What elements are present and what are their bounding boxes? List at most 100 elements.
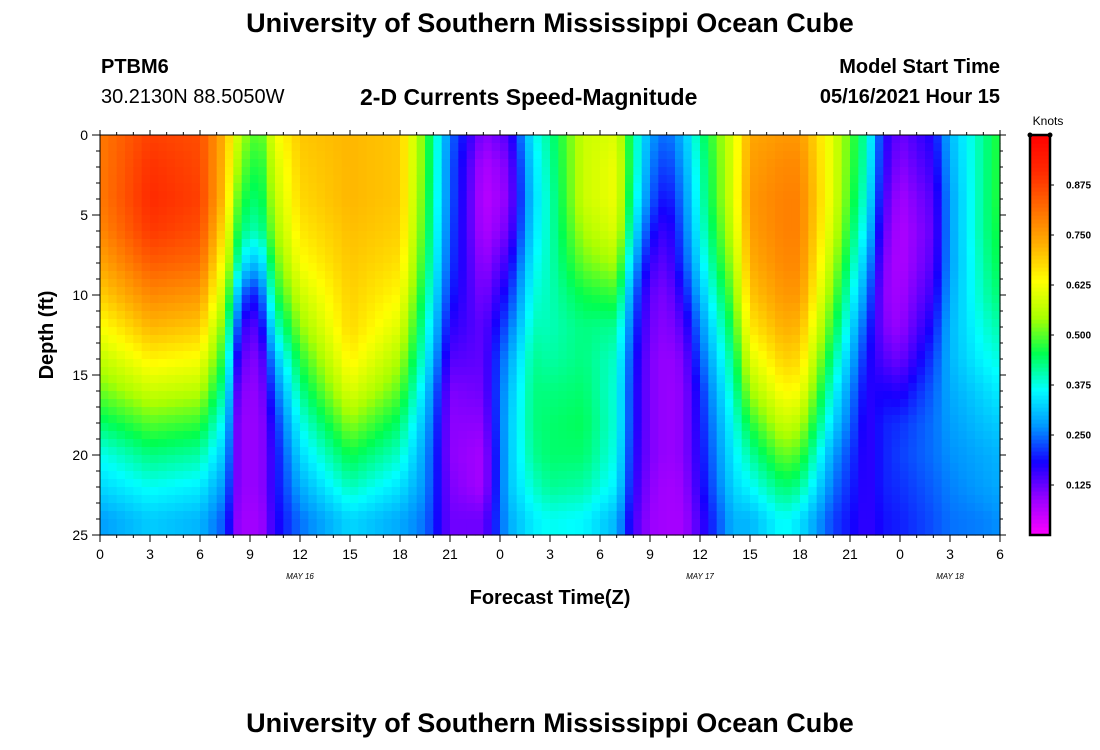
heatmap-cell [400,511,409,520]
heatmap-cell [316,375,326,384]
heatmap-cell [450,327,459,336]
heatmap-cell [891,311,901,320]
heatmap-cell [258,351,268,360]
heatmap-cell [775,359,784,368]
heatmap-cell [133,295,143,304]
heatmap-cell [675,143,684,152]
heatmap-cell [683,167,693,176]
heatmap-cell [216,503,226,512]
heatmap-cell [758,359,768,368]
heatmap-cell [825,263,834,272]
heatmap-cell [358,183,368,192]
heatmap-cell [775,271,784,280]
heatmap-cell [875,287,884,296]
heatmap-cell [383,143,393,152]
heatmap-cell [616,375,626,384]
heatmap-cell [808,223,818,232]
heatmap-cell [650,423,659,432]
heatmap-cell [891,319,901,328]
heatmap-cell [650,263,659,272]
station-coordinates: 30.2130N 88.5050W [101,86,285,108]
heatmap-cell [350,191,359,200]
heatmap-cell [316,319,326,328]
heatmap-cell [208,479,218,488]
heatmap-cell [283,319,293,328]
heatmap-cell [491,399,501,408]
heatmap-cell [891,327,901,336]
heatmap-cell [333,255,343,264]
heatmap-cell [183,143,193,152]
heatmap-cell [591,399,601,408]
heatmap-cell [758,199,768,208]
heatmap-cell [175,151,184,160]
heatmap-cell [741,215,751,224]
heatmap-cell [825,391,834,400]
heatmap-cell [100,511,109,520]
heatmap-cell [141,399,151,408]
heatmap-cell [716,183,726,192]
heatmap-cell [275,183,284,192]
heatmap-cell [775,215,784,224]
heatmap-cell [916,503,926,512]
heatmap-cell [400,159,409,168]
heatmap-cell [700,271,709,280]
heatmap-cell [633,495,643,504]
heatmap-cell [175,223,184,232]
heatmap-cell [783,159,793,168]
heatmap-cell [800,231,809,240]
heatmap-cell [458,175,468,184]
heatmap-cell [516,263,526,272]
heatmap-cell [708,231,718,240]
heatmap-cell [866,287,876,296]
heatmap-cell [158,359,168,368]
heatmap-cell [575,143,584,152]
heatmap-cell [925,367,934,376]
heatmap-cell [883,207,893,216]
heatmap-cell [408,255,418,264]
heatmap-cell [791,447,801,456]
heatmap-cell [266,159,276,168]
heatmap-cell [216,343,226,352]
heatmap-cell [808,167,818,176]
heatmap-cell [875,359,884,368]
heatmap-cell [433,263,443,272]
heatmap-cell [866,311,876,320]
heatmap-cell [766,319,776,328]
heatmap-cell [908,375,918,384]
heatmap-cell [625,359,634,368]
heatmap-cell [308,471,318,480]
heatmap-cell [141,167,151,176]
heatmap-cell [883,439,893,448]
heatmap-cell [741,351,751,360]
heatmap-cell [725,311,734,320]
heatmap-cell [125,423,134,432]
heatmap-cell [833,487,843,496]
heatmap-cell [633,431,643,440]
heatmap-cell [508,447,518,456]
heatmap-cell [891,351,901,360]
heatmap-cell [800,175,809,184]
heatmap-cell [625,223,634,232]
heatmap-cell [666,239,676,248]
heatmap-cell [766,167,776,176]
heatmap-cell [291,287,301,296]
heatmap-cell [883,159,893,168]
heatmap-cell [400,183,409,192]
heatmap-cell [383,319,393,328]
heatmap-cell [608,479,618,488]
heatmap-cell [450,207,459,216]
heatmap-cell [508,311,518,320]
heatmap-cell [808,183,818,192]
heatmap-cell [475,335,484,344]
heatmap-cell [200,375,209,384]
heatmap-cell [908,207,918,216]
heatmap-cell [650,223,659,232]
heatmap-cell [350,367,359,376]
heatmap-cell [258,271,268,280]
heatmap-cell [841,391,851,400]
heatmap-cell [858,255,868,264]
heatmap-cell [275,167,284,176]
heatmap-cell [483,399,493,408]
heatmap-cell [116,191,126,200]
heatmap-cell [483,447,493,456]
